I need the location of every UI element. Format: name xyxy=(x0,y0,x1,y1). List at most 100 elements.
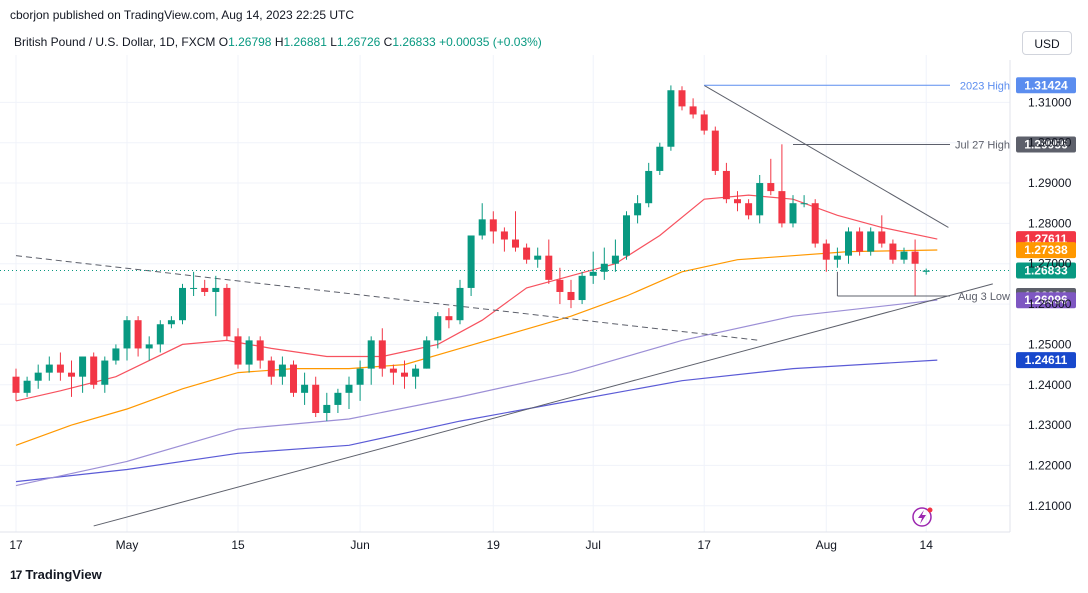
candle-body xyxy=(778,191,786,224)
candle-body xyxy=(278,364,286,377)
sma-100-line xyxy=(15,299,938,487)
candle-body xyxy=(56,364,64,373)
sma-200-line xyxy=(15,359,938,483)
candle-body xyxy=(822,243,830,260)
sma-20-line xyxy=(15,194,938,402)
candle-body xyxy=(23,380,31,393)
x-tick-label: Jun xyxy=(350,538,369,552)
candle-body xyxy=(634,203,642,216)
candle-body xyxy=(722,170,730,200)
x-tick-label: 17 xyxy=(698,538,712,552)
candle-body xyxy=(345,384,353,393)
open-value: 1.26798 xyxy=(228,35,272,49)
candle-body xyxy=(90,356,98,385)
low-label: L xyxy=(330,35,337,49)
candle-body xyxy=(389,368,397,373)
x-tick-label: 15 xyxy=(231,538,245,552)
candle-body xyxy=(34,372,42,381)
candle-body xyxy=(645,170,653,204)
symbol-legend: British Pound / U.S. Dollar, 1D, FXCM O1… xyxy=(14,35,542,49)
candle-body xyxy=(534,255,542,260)
candle-body xyxy=(867,231,875,252)
change-value: +0.00035 (+0.03%) xyxy=(439,35,542,49)
y-tick-label: 1.22000 xyxy=(1028,458,1072,472)
candle-body xyxy=(456,287,464,321)
alert-icon-dot xyxy=(927,507,933,513)
candle-body xyxy=(623,215,630,256)
candle-body xyxy=(734,199,741,204)
candle-body xyxy=(256,340,264,361)
price-tag xyxy=(1016,262,1076,279)
candle-body xyxy=(245,340,253,365)
candle-body xyxy=(401,372,408,377)
tradingview-logo-icon: 17 xyxy=(10,568,22,582)
high-value: 1.26881 xyxy=(283,35,327,49)
level-price-tag-text: 1.29956 xyxy=(1024,137,1068,151)
candle-body xyxy=(767,183,775,192)
level-price-tag xyxy=(1016,136,1076,153)
y-tick-label: 1.29000 xyxy=(1028,176,1072,190)
level-label: Aug 3 Low xyxy=(958,291,1010,303)
candle-body xyxy=(811,203,819,244)
level-label: 2023 High xyxy=(960,80,1010,92)
y-tick-label: 1.24000 xyxy=(1028,378,1072,392)
candle-body xyxy=(922,270,930,272)
candle-body xyxy=(179,287,186,321)
candle-body xyxy=(833,255,841,260)
price-tag-text: 1.27338 xyxy=(1024,243,1068,257)
candle-body xyxy=(711,130,719,171)
candle-body xyxy=(789,203,797,224)
candle-body xyxy=(478,219,486,236)
candle-body xyxy=(545,255,553,280)
x-tick-label: Jul xyxy=(586,538,601,552)
candle-body xyxy=(667,90,675,147)
price-tag xyxy=(1016,242,1076,259)
candle-body xyxy=(756,183,764,216)
grid xyxy=(0,55,1011,533)
candle-body xyxy=(134,320,142,349)
x-tick-label: Aug xyxy=(816,538,837,552)
resistance-falling-trendline xyxy=(703,84,949,228)
support-rising-trendline xyxy=(93,283,993,527)
close-label: C xyxy=(383,35,393,49)
candles xyxy=(12,85,930,422)
x-tick-label: 17 xyxy=(9,538,23,552)
candle-body xyxy=(500,231,508,240)
currency-button[interactable]: USD xyxy=(1022,31,1072,55)
y-tick-label: 1.23000 xyxy=(1028,418,1072,432)
candle-body xyxy=(678,90,686,107)
candle-body xyxy=(123,320,131,349)
candle-body xyxy=(423,340,431,369)
candle-body xyxy=(611,255,619,264)
candle-body xyxy=(523,247,531,260)
candle-body xyxy=(312,384,320,413)
y-tick-label: 1.31000 xyxy=(1028,95,1072,109)
candle-body xyxy=(445,316,453,321)
alert-icon[interactable] xyxy=(912,507,933,527)
candle-body xyxy=(845,231,852,256)
x-tick-label: May xyxy=(116,538,139,552)
candle-body xyxy=(68,372,75,377)
symbol-title: British Pound / U.S. Dollar, 1D, FXCM xyxy=(14,35,216,49)
high-label: H xyxy=(274,35,284,49)
candle-body xyxy=(911,251,919,264)
candle-body xyxy=(412,368,420,377)
y-tick-label: 1.28000 xyxy=(1028,216,1072,230)
price-tag-text: 1.26096 xyxy=(1024,293,1068,307)
alert-icon-bolt xyxy=(918,510,926,524)
level-annotations: 2023 High 1.31424 Jul 27 High 1.29956 Aug 3 … xyxy=(704,77,1076,369)
indicator-lines xyxy=(15,194,938,487)
price-axis[interactable]: 1.21000 1.22000 1.23000 1.24000 1.25000 1.260… xyxy=(1028,95,1072,512)
candle-body xyxy=(101,360,109,385)
candle-body xyxy=(112,348,120,361)
candle-body xyxy=(301,384,309,393)
time-axis[interactable]: 17 May 15 Jun 19 Jul 17 Aug 14 xyxy=(9,538,933,552)
candle-body xyxy=(190,287,198,289)
candle-body xyxy=(12,376,20,393)
candle-body xyxy=(267,360,275,377)
candle-body xyxy=(45,364,53,373)
candle-body xyxy=(656,146,664,171)
resistance-dashed-trendline xyxy=(15,255,760,341)
close-value: 1.26833 xyxy=(392,35,436,49)
